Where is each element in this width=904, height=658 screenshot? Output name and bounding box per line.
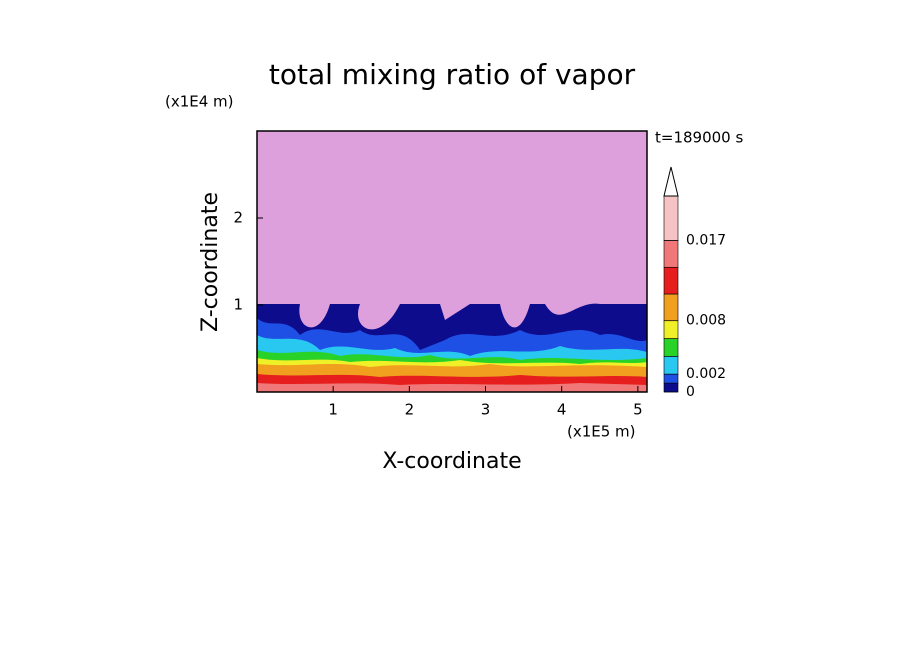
colorbar-segment [663,356,679,375]
contour-band [257,383,647,392]
colorbar-tick-label: 0.017 [686,233,726,249]
colorbar-segment [663,240,679,268]
colorbar-extension [663,166,679,197]
y-axis-label: Z-coordinate [198,192,223,332]
colorbar-tick-label: 0 [686,384,695,400]
plot-frame [256,130,648,393]
colorbar-segment [663,293,679,322]
y-tick-label: 1 [233,296,243,314]
colorbar-segment [663,338,679,357]
colorbar-tick-label: 0.002 [686,366,726,382]
y-tick-label: 2 [233,209,243,227]
x-axis-label: X-coordinate [382,449,521,474]
x-tick-label: 5 [633,401,643,419]
x-tick-label: 2 [405,401,415,419]
x-tick-label: 4 [557,401,567,419]
colorbar-segment [663,373,679,384]
colorbar-segment [663,320,679,339]
y-unit: (x1E4 m) [165,93,234,111]
colorbar-tick-label: 0.008 [686,313,726,329]
colorbar-segment [663,382,679,393]
x-unit: (x1E5 m) [567,423,636,441]
colorbar-segment [663,195,679,241]
time-label: t=189000 s [655,129,743,147]
x-tick-label: 1 [328,401,338,419]
x-tick-label: 3 [481,401,491,419]
chart-title: total mixing ratio of vapor [269,58,636,91]
colorbar-segment [663,266,679,295]
contour-field [257,131,647,392]
